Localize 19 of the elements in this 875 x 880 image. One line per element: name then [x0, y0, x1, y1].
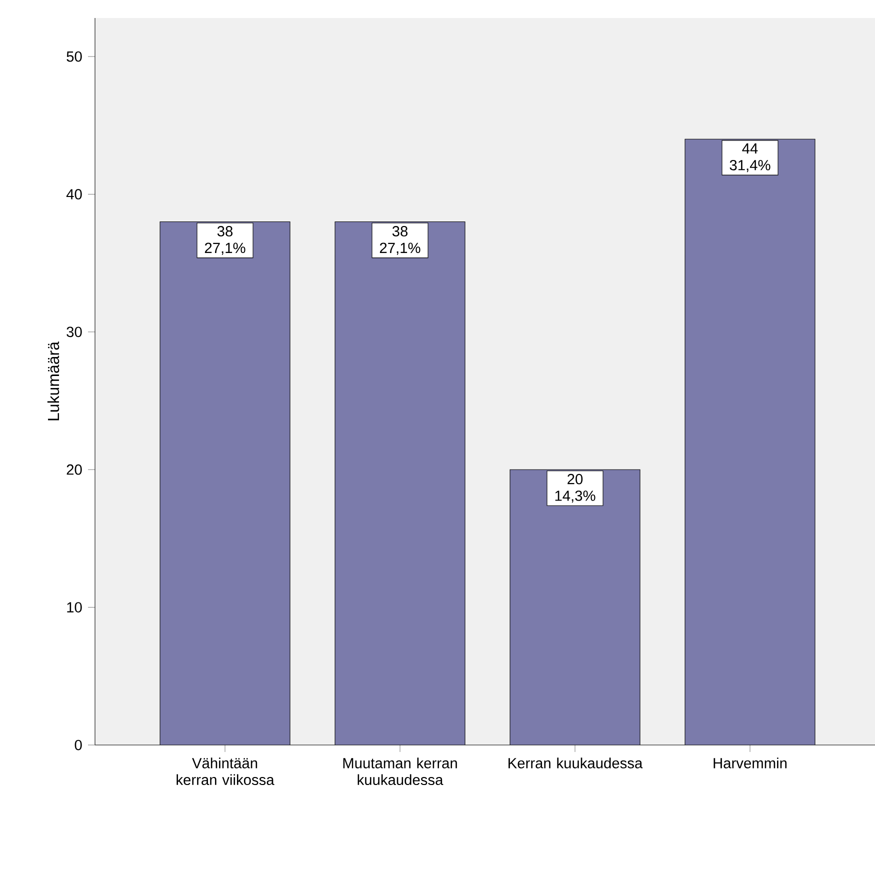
- x-tick-label: Vähintään kerran viikossa: [176, 758, 274, 786]
- bar: [684, 138, 816, 745]
- x-tick-label: Harvemmin: [714, 758, 787, 768]
- y-tick-label: 40: [66, 189, 82, 200]
- y-axis-title: Lukumäärä: [47, 341, 60, 420]
- data-label: 44 31,4%: [730, 143, 770, 172]
- bar: [510, 470, 640, 745]
- data-label: 20 14,3%: [555, 474, 596, 503]
- data-label: 38 27,1%: [380, 226, 420, 255]
- y-tick-label: 20: [66, 464, 82, 475]
- data-label: 38 27,1%: [204, 226, 246, 255]
- y-tick-label: 30: [66, 326, 82, 338]
- y-tick-label: 50: [66, 51, 82, 62]
- x-tick-label: Kerran kuukaudessa: [508, 758, 643, 768]
- y-tick-label: 0: [74, 740, 82, 750]
- bar: [335, 222, 466, 745]
- y-tick-label: 10: [67, 602, 82, 612]
- bar: [160, 222, 290, 745]
- x-tick-label: Muutaman kerran kuukaudessa: [343, 758, 457, 786]
